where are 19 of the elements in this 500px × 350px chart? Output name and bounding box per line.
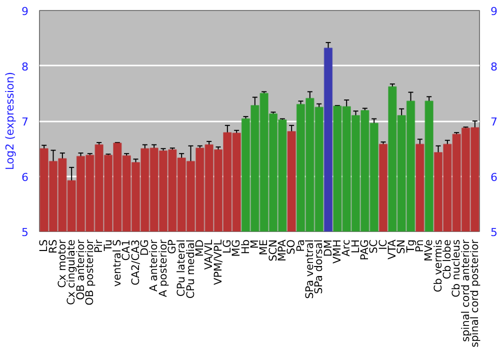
- y-tick-label: 7: [22, 116, 28, 128]
- y2-tick-label: 5: [490, 226, 498, 239]
- x-tick-label: Tg: [404, 239, 417, 254]
- x-tick-label: spinal cord posterior: [468, 238, 481, 348]
- y-axis-title: Log2 (expression): [4, 72, 16, 170]
- x-tick-label: OB posterior: [84, 238, 96, 306]
- y2-tick-label: 8: [490, 60, 498, 74]
- y-tick-label: 5: [22, 226, 28, 239]
- x-tick-label: Pa: [294, 240, 307, 252]
- y-tick-label: 8: [22, 60, 28, 74]
- x-tick-label: DG: [138, 239, 151, 256]
- x-tick-label: RS: [47, 239, 60, 254]
- y-tick-label: 9: [22, 5, 28, 18]
- x-tick-label: Cb lobe: [441, 239, 454, 280]
- y-tick-label: 6: [22, 170, 28, 184]
- x-tick-label: MVe: [423, 239, 436, 262]
- y2-tick-label: 7: [490, 116, 498, 128]
- y2-tick-label: 6: [490, 170, 498, 184]
- y2-tick-label: 9: [490, 5, 498, 18]
